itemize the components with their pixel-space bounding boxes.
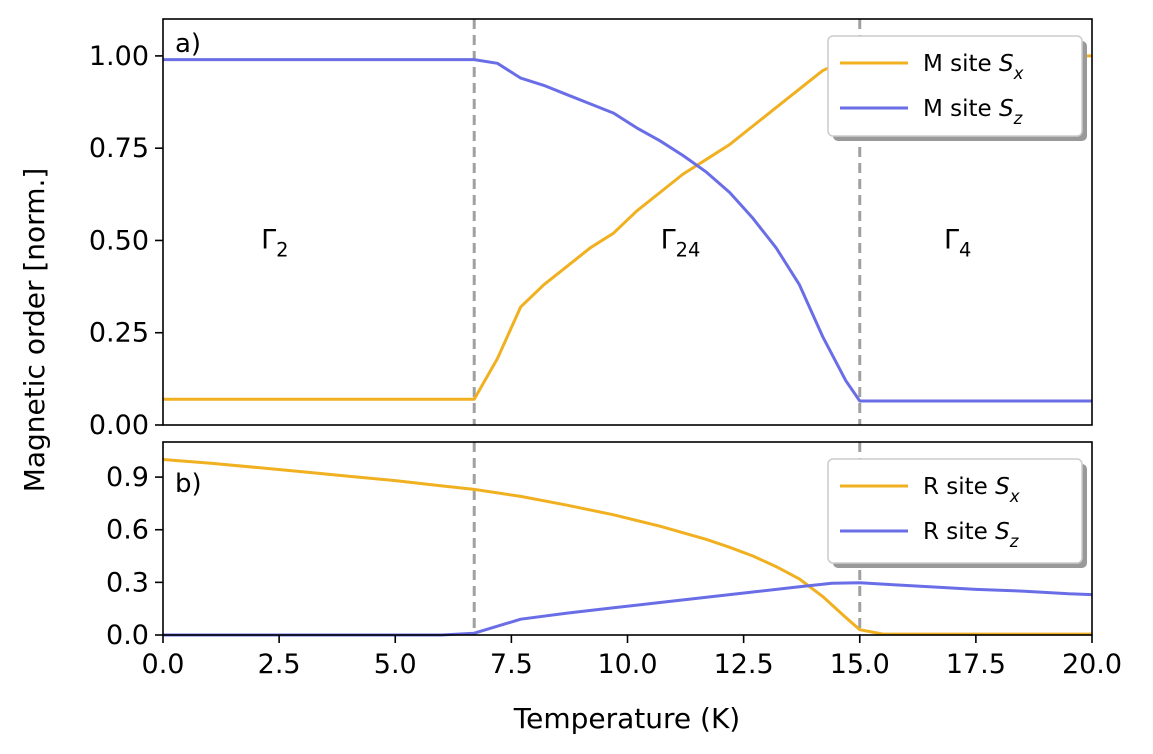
region-label: Γ24 xyxy=(661,224,701,261)
x-tick-label: 2.5 xyxy=(258,649,301,680)
panel-b: 0.0 0.3 0.6 0.9 0.0 2.5 5.0 7.5 10.0 12.5 15.0 17.5… xyxy=(106,441,1122,680)
x-tick-label: 12.5 xyxy=(714,649,774,680)
legend-box xyxy=(827,35,1083,137)
x-tick-label: 0.0 xyxy=(142,649,185,680)
y-tick-label: 0.50 xyxy=(89,225,149,256)
legend-entry: M site Sz xyxy=(923,96,1023,128)
series-line-sx xyxy=(162,458,1092,636)
y-tick-label: 0.6 xyxy=(106,515,149,546)
y-tick-label: 0.9 xyxy=(106,462,149,493)
x-tick-label: 15.0 xyxy=(830,649,890,680)
y-tick-label: 0.3 xyxy=(106,567,149,598)
legend-entry: R site Sz xyxy=(923,519,1019,551)
x-tick-label: 7.5 xyxy=(490,649,533,680)
x-tick-label: 10.0 xyxy=(597,649,657,680)
x-tick-label: 5.0 xyxy=(374,649,417,680)
series-line-sz xyxy=(163,58,1092,403)
region-label: Γ2 xyxy=(261,224,288,261)
y-tick-label: 0.75 xyxy=(89,133,149,164)
x-axis-label: Temperature (K) xyxy=(513,702,740,735)
plot-frame xyxy=(162,18,1093,426)
panel-label: a) xyxy=(175,29,201,59)
series-line-sz xyxy=(163,581,1093,637)
panel-a: 0.00 0.25 0.50 0.75 1.00 a) xyxy=(89,18,1093,441)
y-tick-label: 0.25 xyxy=(89,318,149,349)
x-tick-label: 17.5 xyxy=(946,649,1006,680)
y-tick-label: 0.0 xyxy=(106,620,149,651)
y-axis-label: Magnetic order [norm.] xyxy=(18,168,51,493)
y-tick-label: 1.00 xyxy=(89,41,149,72)
y-tick-label: 0.00 xyxy=(89,410,149,441)
legend-entry: M site Sx xyxy=(923,51,1024,83)
x-tick-label: 20.0 xyxy=(1062,649,1122,680)
region-label: Γ4 xyxy=(944,224,971,261)
panel-label: b) xyxy=(175,469,202,499)
legend-entry: R site Sx xyxy=(923,474,1020,506)
